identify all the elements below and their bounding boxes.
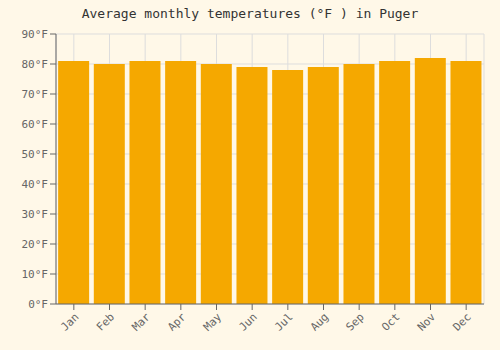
svg-text:20°F: 20°F: [22, 238, 49, 251]
svg-text:Jun: Jun: [237, 310, 260, 333]
svg-text:Jan: Jan: [58, 310, 81, 333]
svg-text:40°F: 40°F: [22, 178, 49, 191]
svg-text:Dec: Dec: [451, 310, 474, 333]
svg-text:0°F: 0°F: [28, 298, 48, 311]
svg-text:Mar: Mar: [130, 310, 154, 334]
svg-text:Feb: Feb: [94, 310, 117, 333]
html-text:Average monthly temperatures (: Average monthly temperatures (°F ) in Pu…: [81, 6, 419, 21]
svg-text:Sep: Sep: [344, 310, 367, 333]
svg-text:70°F: 70°F: [22, 88, 49, 101]
svg-text:30°F: 30°F: [22, 208, 49, 221]
svg-text:Nov: Nov: [415, 310, 439, 334]
svg-text:May: May: [201, 310, 225, 334]
svg-text:Aug: Aug: [308, 310, 331, 333]
svg-text:60°F: 60°F: [22, 118, 49, 131]
svg-text:Jul: Jul: [272, 310, 295, 333]
svg-text:80°F: 80°F: [22, 58, 49, 71]
svg-text:Apr: Apr: [165, 310, 189, 334]
svg-text:10°F: 10°F: [22, 268, 49, 281]
svg-text:Oct: Oct: [379, 310, 402, 333]
svg-text:90°F: 90°F: [22, 28, 49, 41]
svg-text:50°F: 50°F: [22, 148, 49, 161]
